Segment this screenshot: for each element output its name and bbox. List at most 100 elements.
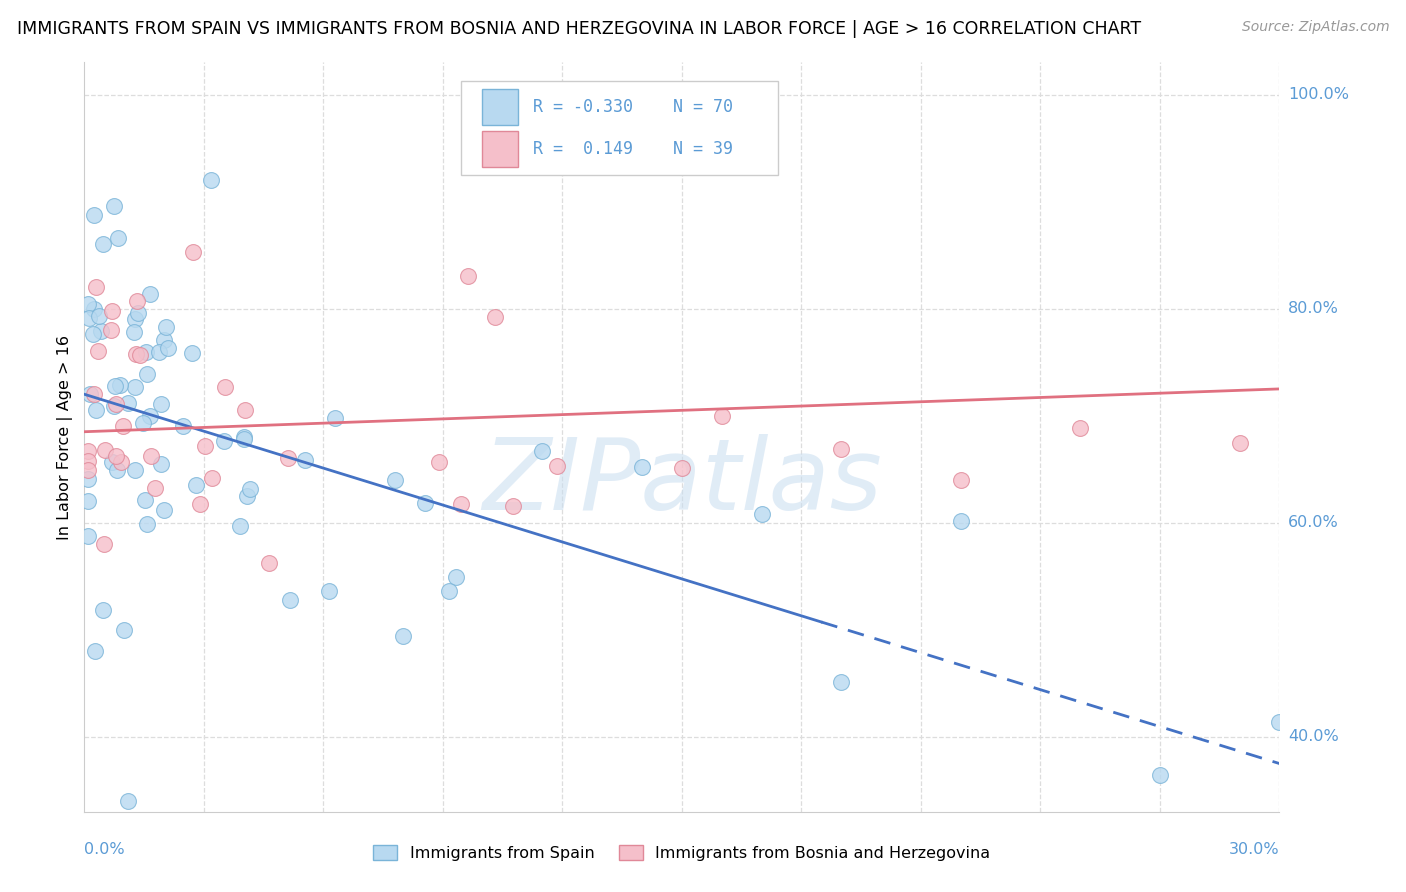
Point [135,517,157,532]
Point [105,463,128,477]
Point [194,439,217,453]
Point [77,529,100,543]
Point [277,450,299,465]
Point [101,304,124,318]
Point [139,449,162,463]
Point [86,343,108,358]
Bar [482,89,519,126]
Point [156,341,179,355]
Point [1229,435,1251,450]
Point [107,231,129,245]
Point [84,403,107,417]
Point [125,347,148,361]
Point [103,379,125,393]
Point [139,409,162,423]
Point [259,556,281,570]
Point [152,334,174,348]
Point [671,461,693,475]
Point [710,409,733,423]
Point [77,444,100,458]
Point [546,458,568,473]
Point [83,387,105,401]
Point [1069,421,1091,435]
Point [124,311,146,326]
Point [139,286,162,301]
Point [143,482,166,496]
Point [84,644,107,658]
Point [502,499,524,513]
Point [201,471,224,485]
Text: ZIPatlas: ZIPatlas [482,434,882,531]
Point [77,454,100,468]
Point [392,628,415,642]
Point [323,411,346,425]
Y-axis label: In Labor Force | Age > 16: In Labor Force | Age > 16 [58,334,73,540]
Text: R = -0.330    N = 70: R = -0.330 N = 70 [533,98,733,116]
Point [450,497,472,511]
Point [135,367,157,381]
Point [188,497,211,511]
Point [132,416,155,430]
Point [214,380,236,394]
Point [155,320,177,334]
Point [94,443,117,458]
Point [236,489,259,503]
Point [949,473,972,487]
Point [444,570,467,584]
Point [117,396,139,410]
Point [105,397,128,411]
Point [77,311,100,326]
Point [112,418,135,433]
Point [135,345,157,359]
Point [122,325,145,339]
Point [79,387,101,401]
Point [105,450,128,464]
Point [200,173,222,187]
Text: 60.0%: 60.0% [1288,516,1339,530]
Text: Source: ZipAtlas.com: Source: ZipAtlas.com [1241,20,1389,34]
Point [93,537,115,551]
Point [437,584,460,599]
Point [484,310,506,324]
Point [103,399,125,413]
Point [1149,768,1171,782]
Point [82,327,104,342]
Point [278,593,301,607]
Point [110,455,132,469]
Point [181,346,204,360]
Point [183,245,205,260]
Point [124,463,146,477]
Text: IMMIGRANTS FROM SPAIN VS IMMIGRANTS FROM BOSNIA AND HERZEGOVINA IN LABOR FORCE |: IMMIGRANTS FROM SPAIN VS IMMIGRANTS FROM… [17,20,1142,37]
Point [101,455,124,469]
Legend: Immigrants from Spain, Immigrants from Bosnia and Herzegovina: Immigrants from Spain, Immigrants from B… [367,838,997,867]
Point [77,493,100,508]
Point [830,674,852,689]
Point [531,444,554,458]
Point [233,403,256,417]
Point [83,208,105,222]
Point [318,584,340,599]
Point [830,442,852,456]
Point [152,502,174,516]
Point [127,306,149,320]
Point [172,418,194,433]
Text: 0.0%: 0.0% [84,842,125,857]
Point [186,478,208,492]
Point [429,455,451,469]
Point [77,297,100,311]
Point [751,508,773,522]
Point [150,457,173,471]
Point [84,280,107,294]
Point [294,453,316,467]
Point [631,459,654,474]
Point [125,293,148,308]
Point [148,344,170,359]
Point [457,268,479,283]
Point [415,495,437,509]
Point [212,434,235,448]
Point [124,380,146,394]
Text: 100.0%: 100.0% [1288,87,1348,102]
Point [103,199,125,213]
Point [229,519,252,533]
Point [128,348,150,362]
